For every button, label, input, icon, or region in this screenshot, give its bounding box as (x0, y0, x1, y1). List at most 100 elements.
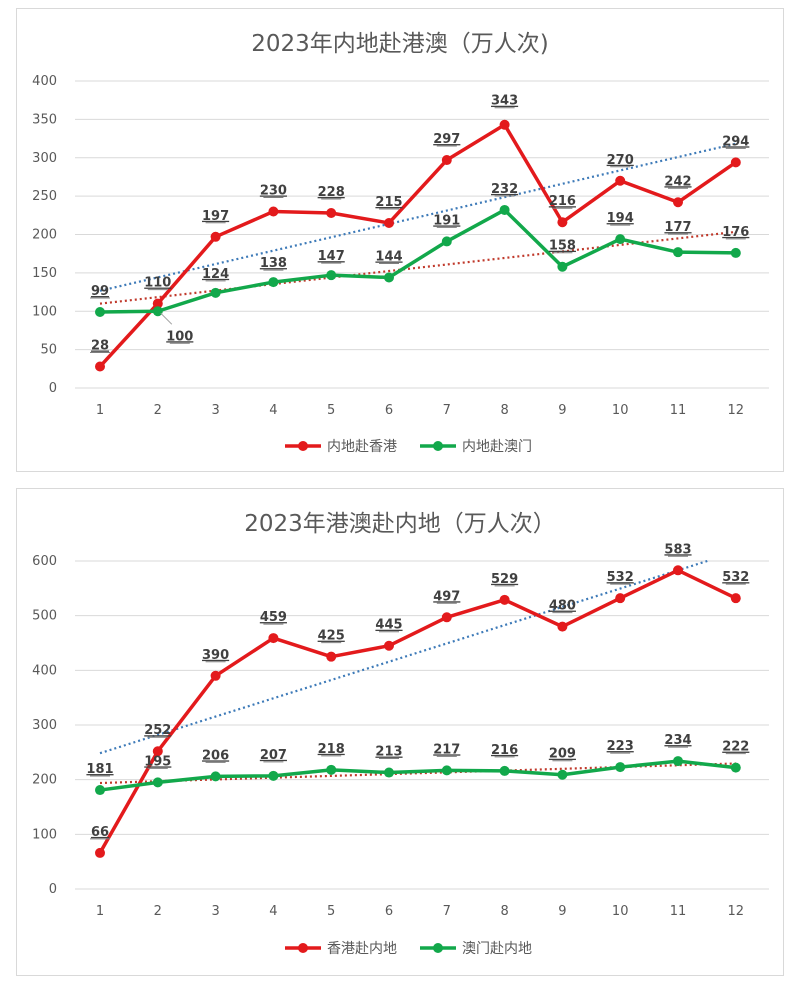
data-point (615, 234, 626, 245)
trendline-1 (99, 142, 737, 292)
data-point (326, 651, 337, 662)
data-label: 230 (260, 183, 287, 198)
x-tick-label: 1 (96, 403, 104, 418)
data-label: 480 (549, 599, 576, 614)
data-point (730, 157, 741, 168)
y-tick-label: 600 (32, 554, 57, 569)
series-line-2 (99, 759, 736, 792)
y-tick-label: 0 (49, 381, 57, 396)
data-point (95, 307, 105, 318)
x-axis-ticks: 1 2 3 4 5 6 7 8 9 10 11 12 (96, 403, 744, 418)
data-point (152, 777, 163, 788)
legend: 内地赴香港 内地赴澳门 (285, 439, 532, 455)
data-point (95, 785, 105, 796)
legend-label: 澳门赴内地 (462, 941, 532, 957)
data-point (268, 206, 279, 217)
data-label: 234 (664, 733, 691, 748)
x-tick-label: 3 (211, 403, 219, 418)
data-point (730, 593, 741, 604)
data-label: 425 (318, 629, 345, 644)
x-tick-label: 1 (96, 904, 104, 919)
trendlines (99, 559, 736, 785)
x-tick-label: 11 (670, 403, 687, 418)
data-point (557, 217, 568, 228)
data-point (268, 633, 279, 644)
y-tick-label: 300 (32, 718, 57, 733)
data-label: 99 (91, 284, 109, 299)
series-lines (95, 119, 741, 372)
data-point (730, 247, 741, 258)
legend-marker (433, 943, 443, 953)
data-point (326, 208, 337, 219)
x-tick-label: 4 (269, 904, 277, 919)
data-label: 583 (664, 542, 691, 557)
data-point (384, 217, 394, 228)
data-label: 191 (433, 213, 460, 228)
data-label: 66 (91, 825, 109, 840)
data-label: 197 (202, 209, 229, 224)
y-axis-ticks: 0 100 200 300 400 500 600 (32, 554, 57, 897)
data-point (557, 261, 568, 272)
data-label: 297 (433, 132, 460, 147)
data-label: 124 (202, 267, 229, 282)
gridlines (75, 560, 769, 890)
x-tick-label: 10 (612, 904, 629, 919)
data-label: 242 (664, 174, 691, 189)
data-point (210, 670, 221, 681)
chart-title: 2023年内地赴港澳（万人次) (251, 31, 549, 57)
data-label: 228 (318, 185, 345, 200)
data-point (499, 204, 510, 215)
legend: 香港赴内地 澳门赴内地 (285, 941, 532, 957)
y-tick-label: 500 (32, 609, 57, 624)
chart-panel-mainland-to-hk-macau: 2023年内地赴港澳（万人次) 0 50 100 150 200 250 300 350 400… (16, 8, 784, 472)
data-label: 222 (722, 740, 749, 755)
x-tick-label: 7 (443, 904, 451, 919)
data-point (615, 762, 626, 773)
data-point (441, 612, 452, 623)
data-point (210, 287, 221, 298)
data-point (384, 272, 394, 283)
y-tick-label: 200 (32, 773, 57, 788)
data-point (499, 119, 510, 130)
data-label: 207 (260, 748, 287, 763)
data-label: 532 (607, 570, 634, 585)
data-label: 181 (86, 762, 113, 777)
x-tick-label: 5 (327, 904, 335, 919)
chart-title: 2023年港澳赴内地（万人次） (244, 511, 556, 537)
data-label: 216 (491, 743, 518, 758)
data-label: 206 (202, 748, 229, 763)
x-tick-label: 2 (154, 403, 162, 418)
series-line-2 (99, 208, 736, 314)
data-label: 218 (318, 742, 345, 757)
gridlines (75, 80, 769, 389)
data-label: 445 (375, 618, 402, 633)
data-label: 217 (433, 742, 460, 757)
data-label: 529 (491, 572, 518, 587)
data-point (441, 765, 452, 776)
x-tick-label: 5 (327, 403, 335, 418)
data-label: 100 (166, 329, 193, 344)
series-line-1 (98, 568, 737, 854)
data-point (152, 298, 163, 309)
data-point (210, 771, 221, 782)
legend-label: 内地赴香港 (327, 439, 397, 455)
trendlines (99, 142, 737, 305)
x-tick-label: 11 (670, 904, 687, 919)
legend-marker (298, 943, 308, 953)
data-point (441, 236, 452, 247)
data-point (557, 621, 568, 632)
data-label: 215 (375, 195, 402, 210)
x-tick-label: 8 (500, 904, 508, 919)
data-label: 216 (549, 194, 576, 209)
data-labels: 66 252 390 459 425 445 497 529 480 532 583 532 181 19… (86, 542, 749, 840)
data-point (441, 155, 452, 166)
data-label: 158 (549, 239, 576, 254)
data-label: 223 (607, 739, 634, 754)
x-tick-label: 12 (728, 403, 745, 418)
legend-label: 香港赴内地 (327, 941, 397, 957)
data-point (615, 175, 626, 186)
data-label: 232 (491, 182, 518, 197)
x-tick-label: 8 (500, 403, 508, 418)
y-tick-label: 50 (40, 343, 57, 358)
y-tick-label: 400 (32, 74, 57, 89)
